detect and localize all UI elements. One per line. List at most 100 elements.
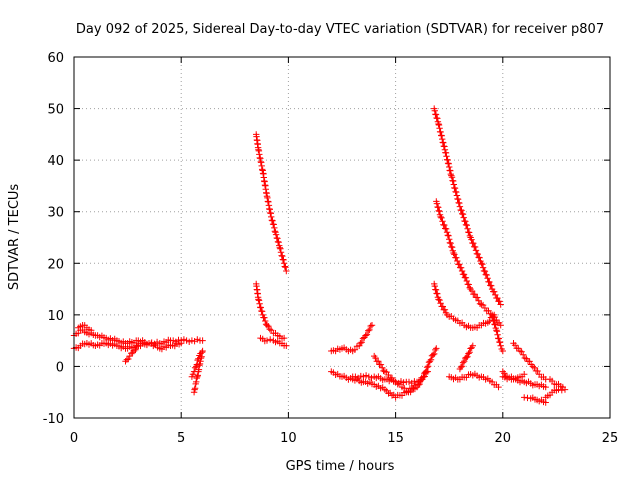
data-point [496,339,504,346]
data-point [475,297,482,304]
data-point [436,208,443,215]
series-arc-20-5h-b [510,340,549,383]
data-point [125,355,132,363]
y-tick-label: 60 [47,51,64,66]
data-point [464,225,471,232]
data-point [392,378,399,386]
data-point [459,211,467,218]
data-point [491,321,499,328]
data-point [433,200,441,207]
marks-layer [70,105,569,406]
data-point [497,322,504,329]
series-arc-8-5h-steep [253,131,290,275]
data-point [458,207,465,214]
data-point [178,340,185,347]
data-point [443,153,450,160]
data-point [531,364,538,371]
data-point [454,196,462,203]
data-point [413,378,421,386]
data-point [263,322,271,329]
data-point [476,300,484,307]
series-arc-20-3h [499,368,528,383]
data-point [493,327,500,334]
data-point [261,314,268,321]
data-point [199,337,206,344]
data-point [282,264,289,271]
data-point [191,385,199,392]
y-tick-label: 50 [47,103,64,118]
data-point [126,352,133,360]
data-point [424,363,432,370]
data-point [277,249,285,256]
series-arc-14-16h-b [349,372,421,387]
data-point [434,290,441,297]
data-point [188,337,196,344]
data-point [281,263,288,270]
data-point [275,239,282,246]
y-tick-label: 20 [47,257,64,272]
data-point [352,373,359,380]
data-point [471,243,479,251]
y-tick-label: 10 [47,309,64,324]
y-tick-label: 40 [47,154,64,169]
data-point [499,368,506,375]
data-point [457,363,465,371]
data-point [362,332,369,339]
data-point [186,338,193,345]
data-point [456,261,463,268]
data-point [356,342,363,349]
data-point [472,247,480,254]
data-point [450,181,457,188]
data-point [521,371,528,378]
data-point [351,346,359,353]
data-point [283,342,290,349]
data-point [456,199,463,207]
series-arc-5-6h-b [188,350,204,380]
data-point [256,300,263,307]
data-point [279,252,286,260]
data-point [255,297,263,304]
data-point [453,192,461,199]
data-point [499,347,506,355]
data-point [489,313,496,321]
data-point [453,254,460,261]
data-point [195,355,202,362]
data-point [139,340,146,347]
data-point [486,278,493,286]
data-point [435,121,443,129]
data-point [257,304,264,311]
data-point [420,373,427,380]
data-point [280,334,288,342]
data-point [427,356,435,363]
data-point [466,232,474,240]
data-point [495,335,502,342]
data-point [88,327,95,334]
data-point [474,250,481,258]
data-point [463,277,470,285]
data-point [465,229,473,236]
data-point [474,294,481,301]
series-arc-early-spike [75,322,95,334]
data-point [439,218,446,225]
data-point [460,214,467,221]
data-point [526,358,533,365]
series-arc-12-14h-rise [328,322,376,355]
data-point [439,303,446,310]
x-tick-label: 5 [177,431,185,446]
data-point [447,240,454,247]
data-point [372,354,379,362]
series-arc-12-15h [328,368,431,401]
data-point [432,346,439,354]
grid-layer [74,57,610,418]
data-point [377,361,385,368]
data-point [400,379,407,386]
data-point [193,361,201,368]
x-axis-label: GPS time / hours [286,459,395,474]
data-point [437,128,444,136]
data-point [419,376,426,383]
data-point [450,177,457,185]
data-point [367,322,374,330]
data-point [123,356,131,363]
data-point [193,374,200,382]
